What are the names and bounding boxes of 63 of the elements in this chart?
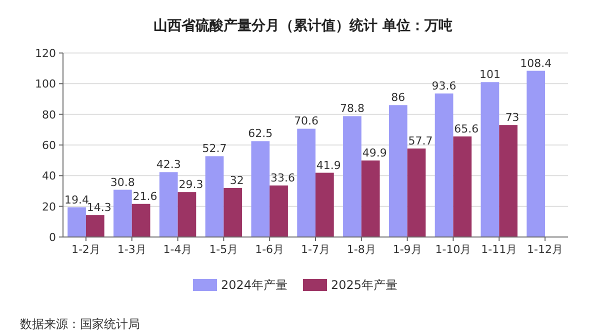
data-label: 78.8 [340, 102, 364, 116]
data-label: 41.9 [316, 158, 341, 172]
data-label: 93.6 [432, 79, 456, 92]
bar [178, 192, 196, 237]
bar [480, 82, 500, 237]
x-tick-label: 1-7月 [301, 243, 330, 256]
y-tick-label: 40 [42, 170, 56, 183]
data-label: 21.6 [132, 190, 158, 203]
x-tick-label: 1-9月 [392, 243, 422, 256]
data-label: 33.6 [270, 171, 296, 184]
bar [434, 93, 454, 237]
bar [159, 172, 178, 237]
bar [499, 125, 518, 237]
data-label: 32 [230, 174, 244, 187]
data-label: 108.4 [520, 56, 552, 70]
x-tick-label: 1-4月 [163, 243, 192, 256]
y-tick-label: 80 [42, 108, 56, 122]
x-tick-label: 1-2月 [71, 243, 100, 256]
x-tick-label: 1-12月 [527, 243, 564, 256]
bar [297, 128, 316, 237]
bar [224, 188, 242, 237]
x-tick-label: 1-3月 [117, 243, 146, 256]
bar [270, 185, 288, 237]
x-tick-label: 1-11月 [481, 243, 518, 256]
bar [343, 116, 362, 237]
y-tick-label: 60 [42, 139, 56, 152]
data-label: 62.5 [248, 127, 273, 140]
source-note: 数据来源：国家统计局 [20, 317, 140, 330]
legend-label: 2025年产量 [331, 278, 398, 292]
data-label: 65.6 [454, 122, 479, 136]
bar [407, 148, 426, 237]
data-label: 57.7 [408, 134, 433, 148]
bar [132, 204, 150, 237]
y-tick-label: 0 [49, 231, 56, 244]
y-tick-label: 120 [35, 47, 56, 60]
data-label: 86 [391, 91, 406, 104]
x-tick-label: 1-10月 [435, 243, 472, 256]
data-label: 42.3 [156, 158, 181, 172]
bar [205, 156, 224, 237]
bar [388, 105, 408, 237]
data-label: 29.3 [178, 178, 204, 192]
data-label: 70.6 [294, 114, 319, 128]
bar [316, 172, 334, 237]
x-tick-label: 1-6月 [255, 243, 284, 256]
bar [114, 190, 132, 237]
bar [361, 160, 380, 237]
bar [251, 141, 270, 237]
data-label: 19.4 [64, 193, 90, 206]
bar [453, 136, 472, 237]
data-label: 49.9 [362, 146, 387, 160]
bar [526, 70, 546, 237]
chart-title: 山西省硫酸产量分月（累计值）统计 单位：万吨 [154, 17, 452, 34]
x-tick-label: 1-5月 [209, 243, 238, 256]
y-tick-label: 100 [35, 78, 56, 91]
data-label: 30.8 [110, 176, 135, 189]
legend-label: 2024年产量 [221, 278, 288, 292]
y-tick-label: 20 [42, 200, 56, 214]
x-tick-label: 1-8月 [346, 243, 376, 256]
data-label: 73 [505, 111, 520, 124]
bar [86, 215, 104, 237]
data-label: 101 [479, 68, 500, 82]
data-label: 52.7 [202, 142, 227, 156]
bar [68, 207, 86, 237]
